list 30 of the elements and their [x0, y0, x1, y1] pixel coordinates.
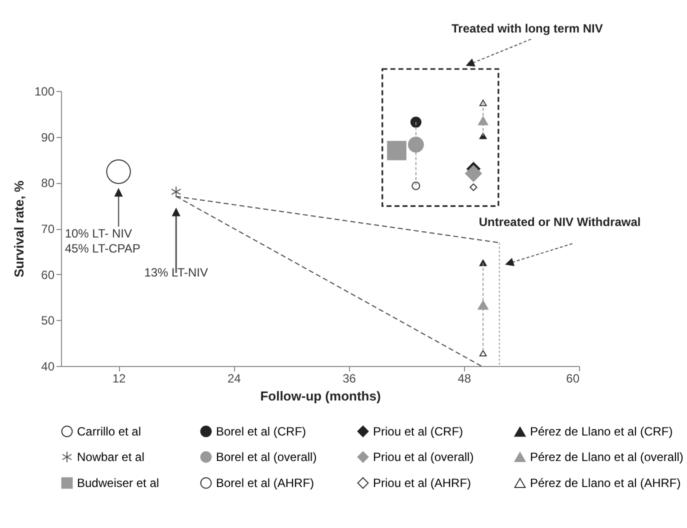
annotation: 13% LT-NIV: [144, 266, 208, 280]
legend-label: Nowbar et al: [77, 450, 144, 464]
x-tick-label: 36: [342, 372, 356, 386]
y-tick-label: 90: [41, 130, 55, 144]
x-tick-label: 60: [566, 372, 580, 386]
y-tick-label: 80: [41, 176, 55, 190]
legend-label: Borel et al (CRF): [216, 424, 306, 438]
x-tick-label: 12: [112, 372, 126, 386]
y-tick-label: 50: [41, 314, 55, 328]
legend-label: Priou et al (overall): [373, 450, 474, 464]
text: Treated with long term NIV: [452, 21, 603, 36]
annotation: Untreated or NIV Withdrawal: [478, 214, 641, 229]
y-tick-label: 70: [41, 222, 55, 236]
x-tick-label: 48: [458, 372, 472, 386]
legend-label: Priou et al (CRF): [373, 424, 464, 438]
y-tick-label: 60: [41, 268, 55, 282]
x-axis-title: Follow-up (months): [260, 388, 381, 404]
legend-label: Budweiser et al: [77, 476, 160, 490]
legend-label: Borel et al (overall): [216, 450, 317, 464]
legend-label: Pérez de Llano et al (AHRF): [530, 476, 681, 490]
legend-label: Pérez de Llano et al (CRF): [530, 424, 673, 439]
legend-label: Carrillo et al: [77, 424, 142, 438]
y-tick-label: 100: [34, 84, 55, 98]
x-tick-label: 24: [227, 372, 242, 386]
legend-label: Borel et al (AHRF): [216, 476, 314, 490]
legend-label: Pérez de Llano et al (overall): [530, 450, 684, 464]
legend-label: Priou et al (AHRF): [373, 476, 472, 490]
y-axis-title: Survival rate, %: [11, 180, 26, 278]
annotation: 10% LT- NIV 45% LT-CPAP: [64, 226, 140, 256]
y-tick-label: 40: [41, 360, 55, 374]
